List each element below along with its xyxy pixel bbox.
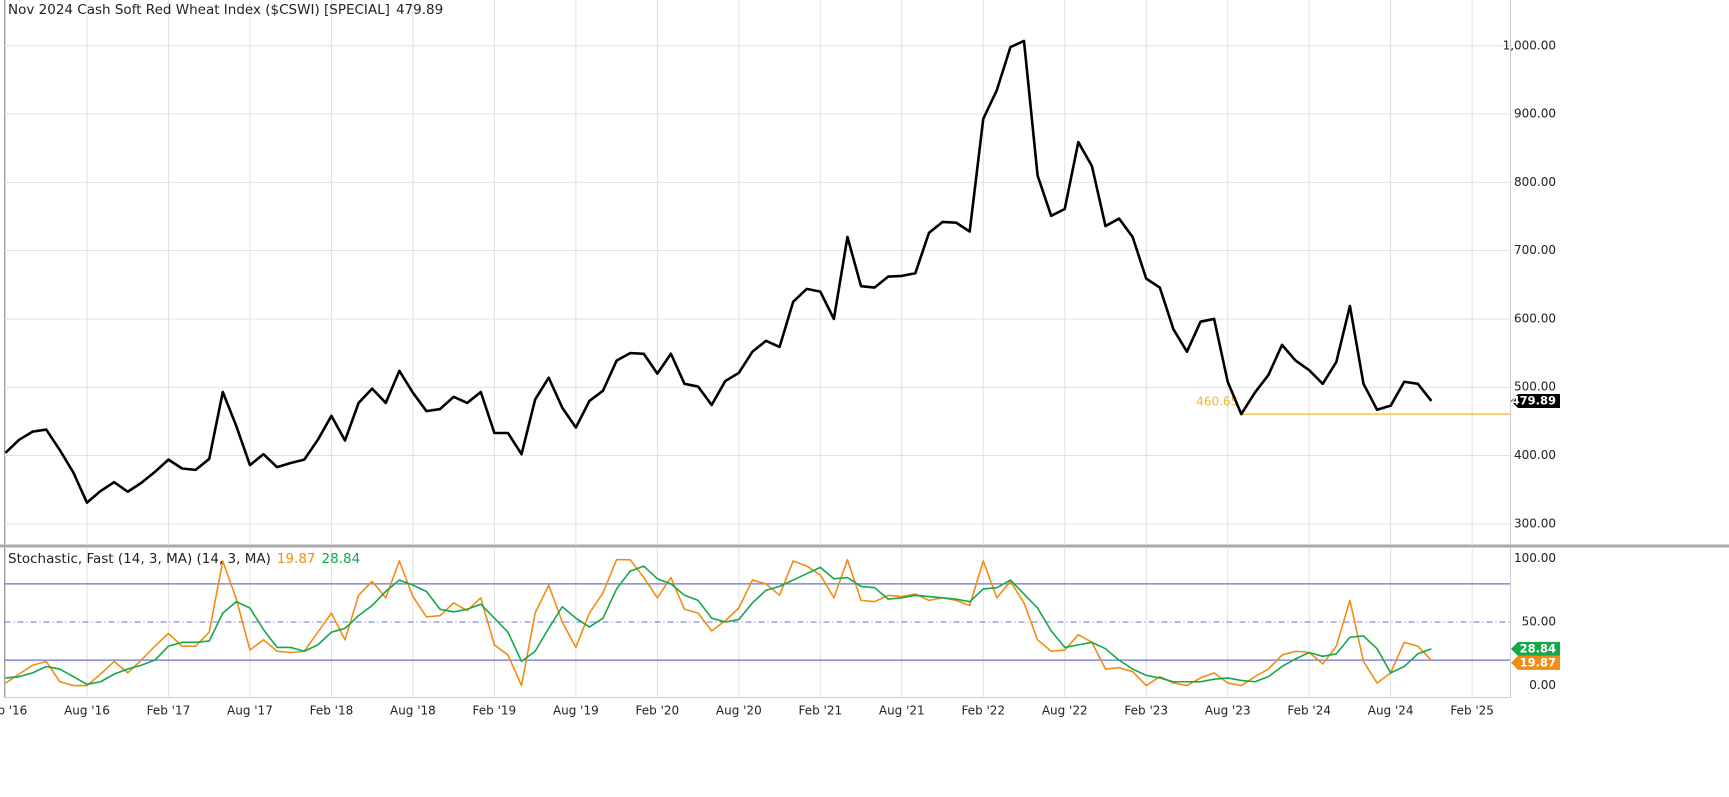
chart-title: Nov 2024 Cash Soft Red Wheat Index ($CSW… [8,2,443,18]
title-text: Nov 2024 Cash Soft Red Wheat Index ($CSW… [8,2,390,18]
d-last-value: 28.84 [322,551,361,567]
indicator-title-text: Stochastic, Fast (14, 3, MA) (14, 3, MA) [8,551,271,567]
y-tick-label: 50.00 [1522,615,1556,629]
x-tick-label: Feb '16 [0,704,27,718]
value-tag [1511,641,1560,656]
y-tick-label: 900.00 [1514,107,1556,121]
plot-layer: Feb '16 Aug '16 Feb '17 Aug '17 Feb '18 Aug '… [0,0,1560,718]
x-tick-label: Aug '18 [390,704,436,718]
x-tick-label: Feb '17 [147,704,191,718]
y-tick-label: 500.00 [1514,380,1556,394]
series-line [5,565,1432,686]
y-tick-label: 1,000.00 [1503,38,1556,52]
k-last-value: 19.87 [277,551,316,567]
x-tick-label: Aug '24 [1368,704,1414,718]
x-tick-label: Feb '25 [1450,704,1494,718]
y-tick-label: 600.00 [1514,311,1556,325]
y-tick-label: 300.00 [1514,516,1556,530]
x-tick-label: Aug '17 [227,704,273,718]
x-tick-label: Aug '20 [716,704,762,718]
x-tick-label: Feb '24 [1287,704,1331,718]
value-tag-label: 28.84 [1520,641,1556,655]
x-tick-label: Aug '22 [1042,704,1088,718]
value-tag [1511,393,1560,408]
x-tick-label: Feb '19 [473,704,517,718]
x-tick-label: Feb '22 [961,704,1005,718]
y-tick-label: 800.00 [1514,175,1556,189]
x-tick-label: Aug '19 [553,704,599,718]
y-tick-label: 400.00 [1514,448,1556,462]
y-tick-label: 700.00 [1514,243,1556,257]
value-tag-label: 479.89 [1512,393,1556,407]
y-tick-label: 0.00 [1529,678,1556,692]
x-tick-label: Aug '23 [1205,704,1251,718]
indicator-title: Stochastic, Fast (14, 3, MA) (14, 3, MA)… [8,551,360,567]
x-tick-label: Feb '21 [798,704,842,718]
value-tag [1511,655,1560,670]
x-tick-label: Feb '18 [310,704,354,718]
x-tick-label: Feb '20 [636,704,680,718]
y-tick-label: 100.00 [1514,551,1556,565]
x-tick-label: Aug '16 [64,704,110,718]
series-line [4,39,1433,504]
x-tick-label: Feb '23 [1124,704,1168,718]
last-value: 479.89 [396,2,443,18]
x-tick-label: Aug '21 [879,704,925,718]
value-tag-label: 19.87 [1520,655,1556,669]
support-label: 460.65 [1196,395,1238,409]
